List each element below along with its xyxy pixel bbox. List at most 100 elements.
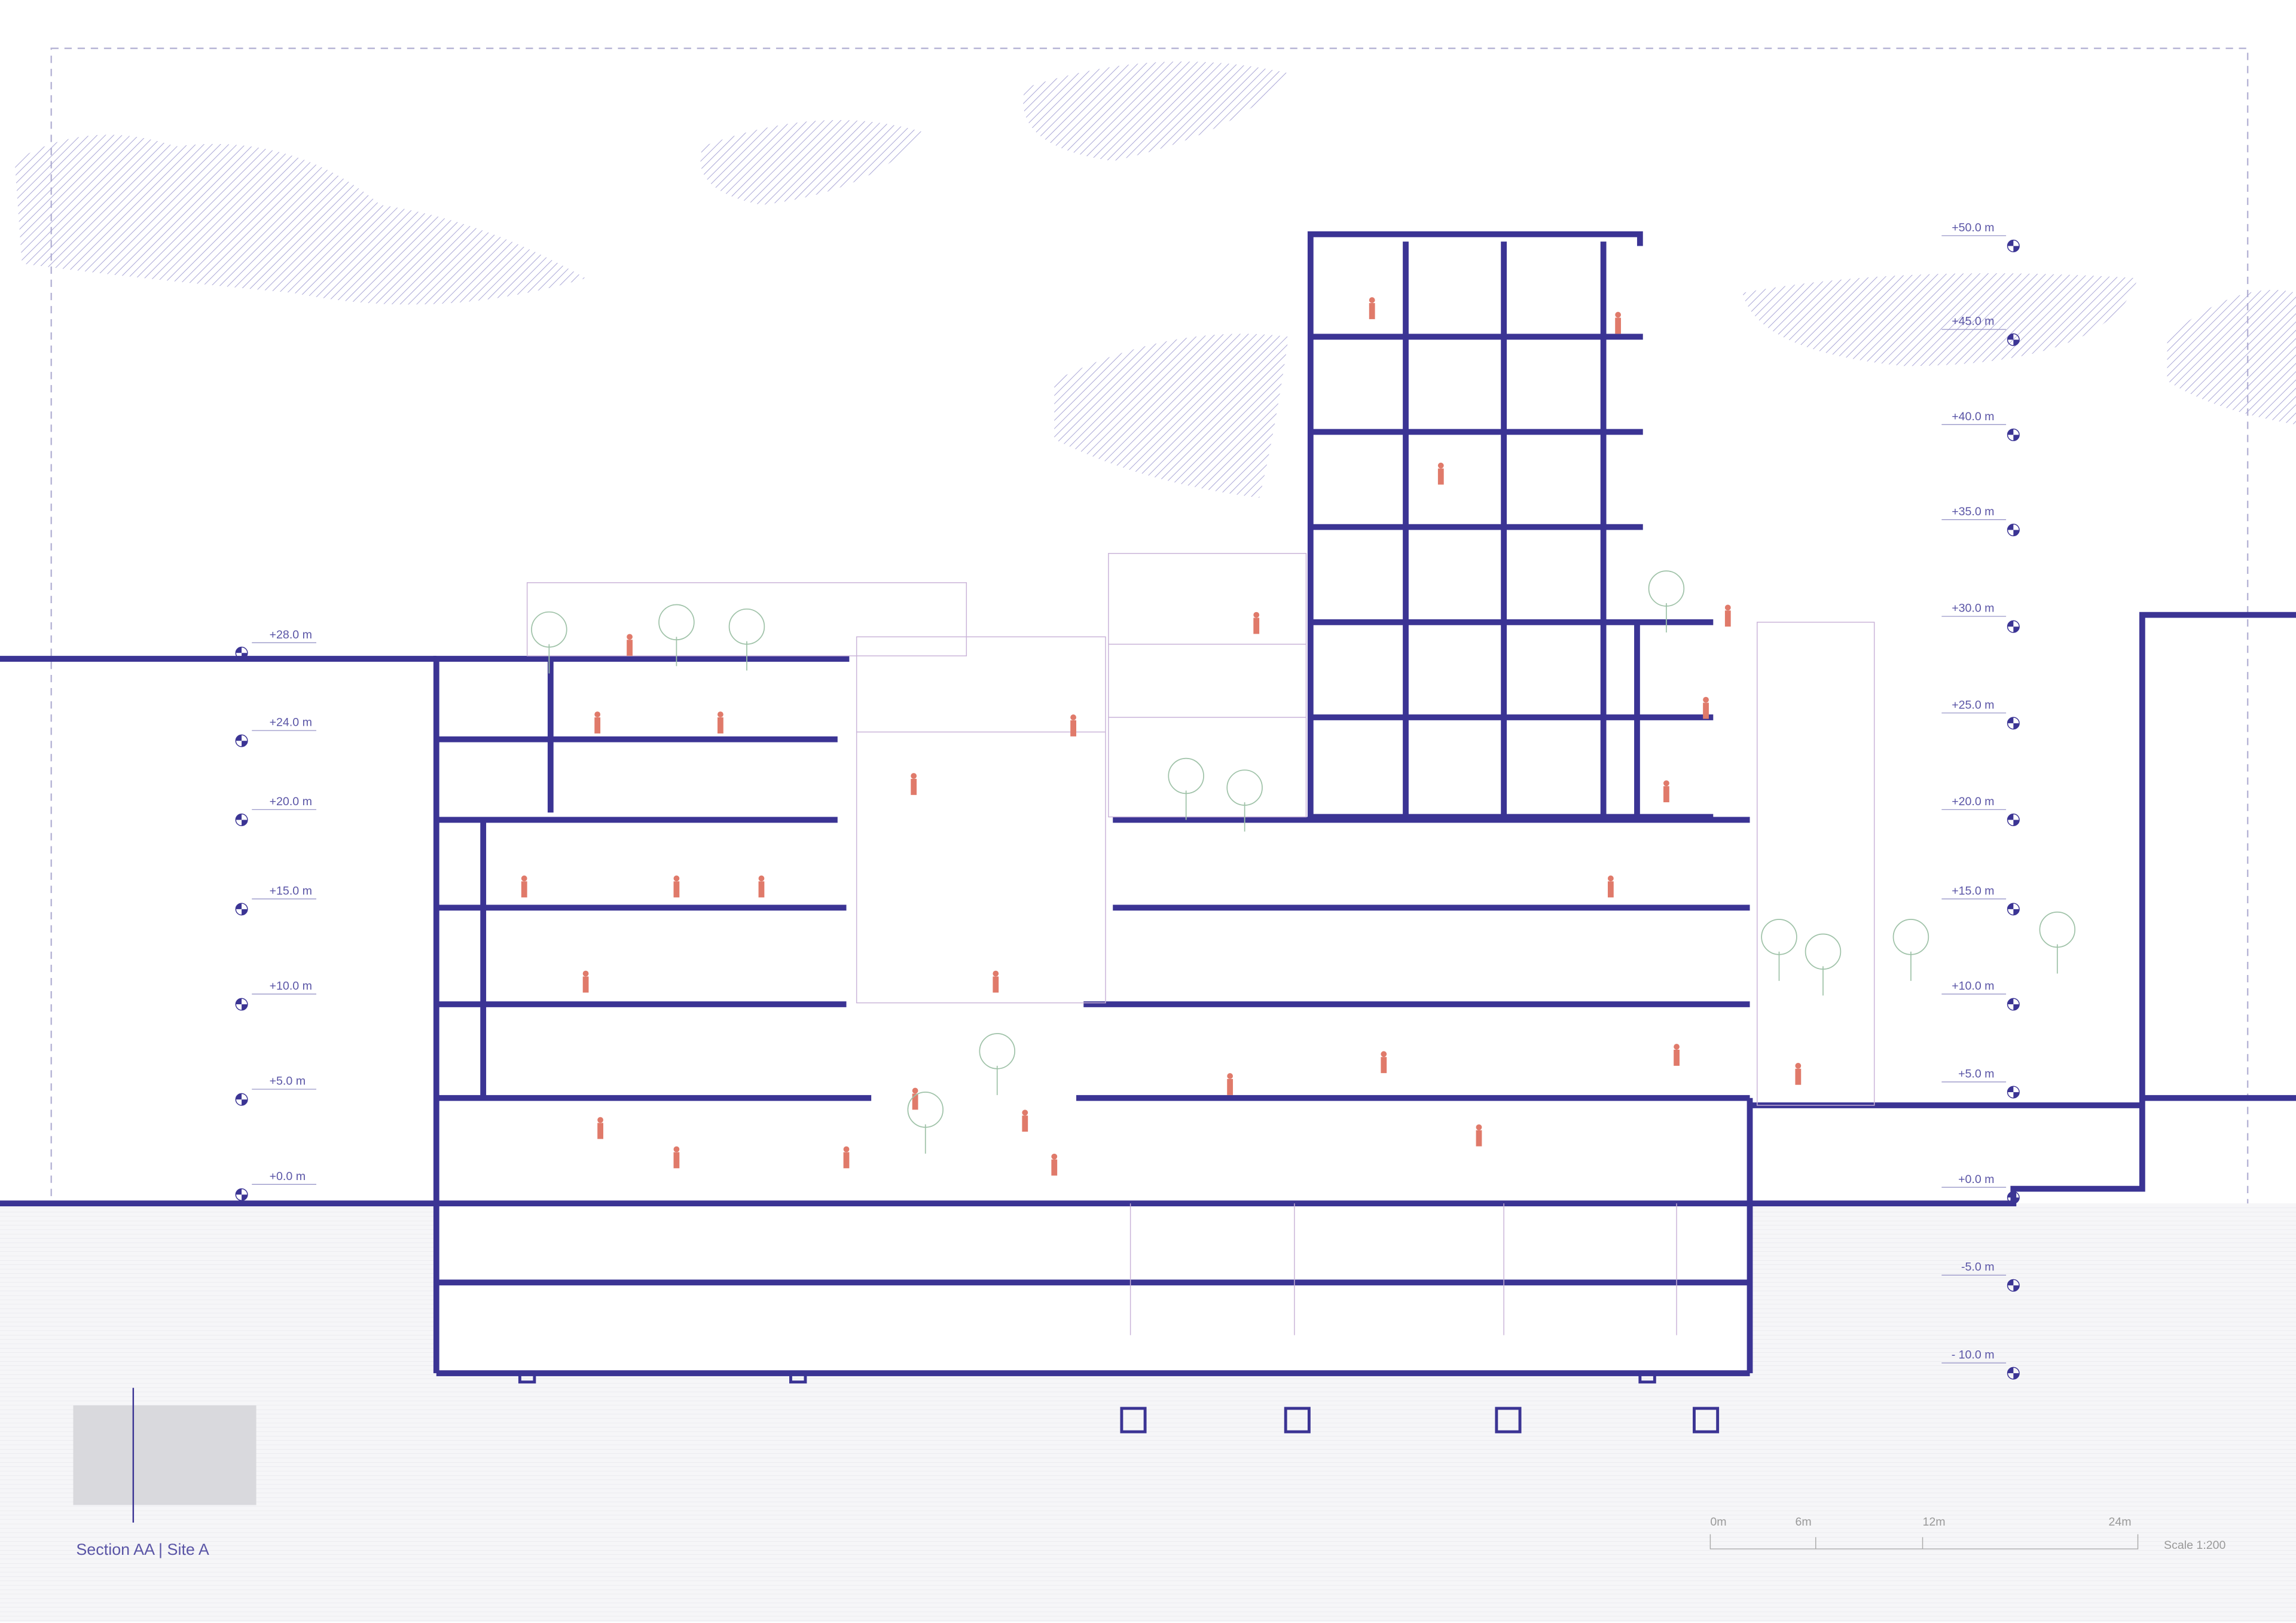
- frame: [50, 47, 2249, 1576]
- person-head: [1369, 297, 1375, 303]
- level-symbol-fill: [236, 903, 248, 915]
- basement-fill: [436, 1203, 1750, 1374]
- person: [911, 778, 917, 795]
- level-label: +28.0 m: [270, 628, 312, 641]
- level-label: +5.0 m: [1958, 1067, 1994, 1080]
- level-symbol-fill: [2007, 621, 2020, 632]
- level-symbol-fill: [2007, 903, 2020, 915]
- tree: [728, 608, 765, 645]
- level-label: +15.0 m: [1952, 884, 1994, 897]
- level-label: +25.0 m: [1952, 698, 1994, 711]
- level-label: +20.0 m: [270, 795, 312, 808]
- person: [1381, 1057, 1387, 1074]
- tree: [1226, 769, 1263, 806]
- tree: [1168, 757, 1204, 794]
- level-label: -5.0 m: [1961, 1261, 1994, 1274]
- level-label: +40.0 m: [1952, 410, 1994, 423]
- level-label: +20.0 m: [1952, 795, 1994, 808]
- person: [993, 976, 999, 993]
- person-head: [1051, 1153, 1058, 1160]
- person: [627, 640, 633, 656]
- person: [597, 1123, 603, 1139]
- person-head: [1070, 714, 1076, 720]
- clouds: [14, 61, 2296, 498]
- level-label: +10.0 m: [1952, 980, 1994, 993]
- scale-label: 6m: [1795, 1515, 1811, 1529]
- level-symbol-fill: [2007, 1279, 2020, 1292]
- tree: [1805, 933, 1842, 970]
- person: [843, 1152, 850, 1169]
- level-symbol-fill: [236, 735, 248, 747]
- person: [1369, 302, 1375, 319]
- scale-bar: [1709, 1534, 2139, 1549]
- person: [673, 881, 680, 898]
- scale-label: 24m: [2109, 1515, 2132, 1529]
- person-head: [582, 970, 589, 977]
- person-head: [673, 1146, 680, 1153]
- person-head: [1663, 780, 1669, 787]
- scale-label: 0m: [1710, 1515, 1726, 1529]
- level-label: +10.0 m: [270, 980, 312, 993]
- level-label: - 10.0 m: [1952, 1349, 1995, 1362]
- person-head: [758, 875, 765, 882]
- person: [582, 976, 589, 993]
- background-lines: [526, 553, 1875, 1335]
- person: [1022, 1115, 1028, 1132]
- level-label: +30.0 m: [1952, 602, 1994, 615]
- person: [912, 1093, 918, 1110]
- level-symbol-fill: [236, 814, 248, 826]
- drawing-title: Section AA | Site A: [76, 1541, 209, 1558]
- foundations: [518, 1371, 1720, 1434]
- person-head: [1437, 462, 1444, 469]
- level-symbol-fill: [2007, 1086, 2020, 1098]
- level-symbol-fill: [236, 647, 248, 659]
- person-head: [521, 875, 527, 882]
- level-label: +5.0 m: [270, 1075, 306, 1088]
- person-head: [1022, 1109, 1028, 1116]
- level-symbol-fill: [2007, 1191, 2020, 1204]
- person-head: [993, 970, 999, 977]
- tree: [1892, 919, 1929, 955]
- person-head: [1476, 1124, 1482, 1130]
- person: [1607, 881, 1614, 898]
- person: [1724, 610, 1731, 627]
- person-head: [627, 634, 633, 640]
- person-head: [1607, 875, 1614, 882]
- person-head: [1253, 612, 1260, 618]
- level-symbol-fill: [236, 998, 248, 1010]
- person: [521, 881, 527, 898]
- tree: [531, 611, 567, 648]
- level-label: +35.0 m: [1952, 505, 1994, 518]
- person: [758, 881, 765, 898]
- person: [1476, 1130, 1482, 1147]
- level-label: +45.0 m: [1952, 315, 1994, 328]
- person-head: [673, 875, 680, 882]
- tree: [1761, 919, 1797, 955]
- level-symbol-fill: [2007, 334, 2020, 346]
- person: [1070, 720, 1076, 736]
- level-symbol-fill: [2007, 814, 2020, 826]
- person-head: [912, 1087, 918, 1094]
- person-head: [1227, 1073, 1234, 1079]
- key-plan: [73, 1405, 257, 1505]
- level-symbol-fill: [2007, 240, 2020, 252]
- level-symbol-fill: [236, 1093, 248, 1106]
- person-head: [911, 773, 917, 779]
- person: [1253, 618, 1260, 634]
- tree: [1648, 570, 1685, 607]
- figures: [521, 297, 2076, 1176]
- level-symbol-fill: [2007, 998, 2020, 1010]
- tree: [2039, 911, 2076, 948]
- person: [1795, 1068, 1802, 1085]
- level-symbol-fill: [2007, 524, 2020, 536]
- person-head: [1703, 696, 1709, 703]
- person: [1674, 1049, 1680, 1066]
- scale-ratio: Scale 1:200: [2164, 1539, 2226, 1552]
- person: [673, 1152, 680, 1169]
- person: [1051, 1159, 1058, 1176]
- scale-label: 12m: [1923, 1515, 1946, 1529]
- tree: [658, 604, 695, 641]
- person: [1227, 1078, 1234, 1095]
- structure: [0, 231, 2296, 1377]
- tree: [979, 1033, 1015, 1069]
